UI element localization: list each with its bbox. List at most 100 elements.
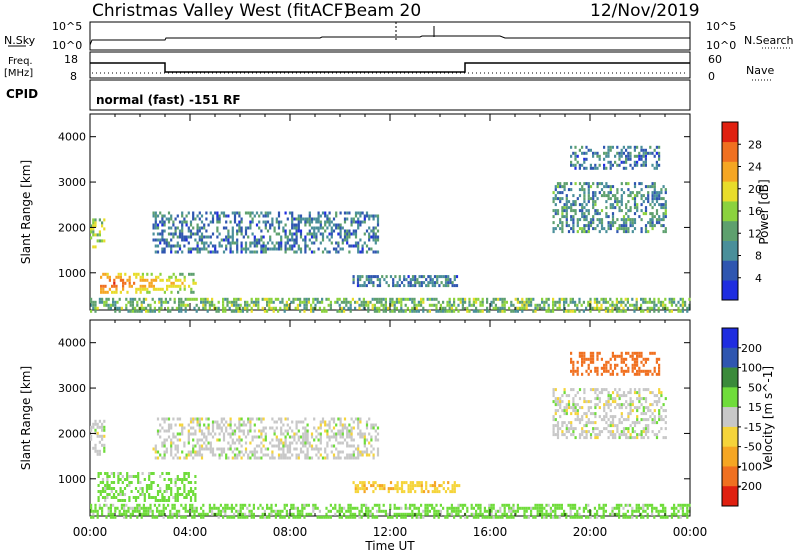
data-cell xyxy=(121,475,124,478)
data-cell xyxy=(348,211,351,215)
data-cell xyxy=(257,303,260,307)
data-cell xyxy=(92,512,95,516)
data-cell xyxy=(633,309,636,313)
data-cell xyxy=(203,432,206,436)
data-cell xyxy=(218,453,221,457)
data-cell xyxy=(233,515,236,519)
data-cell xyxy=(657,300,660,304)
data-cell xyxy=(356,281,360,285)
data-cell xyxy=(284,250,287,254)
data-cell xyxy=(384,309,387,313)
data-cell xyxy=(609,148,612,152)
data-cell xyxy=(117,275,120,279)
data-cell xyxy=(352,220,355,224)
data-cell xyxy=(183,478,186,481)
data-cell xyxy=(614,221,617,225)
data-cell xyxy=(633,357,636,361)
data-cell xyxy=(497,515,500,519)
data-cell xyxy=(574,515,577,519)
data-cell xyxy=(644,433,648,437)
data-cell xyxy=(444,281,448,285)
data-cell xyxy=(618,224,621,228)
data-cell xyxy=(611,424,615,428)
data-cell xyxy=(174,435,177,439)
data-cell xyxy=(581,357,584,361)
data-cell xyxy=(631,400,634,404)
data-cell xyxy=(686,503,689,507)
data-cell xyxy=(556,503,559,507)
data-cell xyxy=(466,309,469,313)
data-cell xyxy=(420,503,423,507)
data-cell xyxy=(357,247,360,251)
data-cell xyxy=(269,456,272,460)
data-cell xyxy=(319,214,322,218)
data-cell xyxy=(262,244,265,248)
data-cell xyxy=(337,244,340,248)
data-cell xyxy=(563,215,566,219)
data-cell xyxy=(361,453,364,457)
data-cell xyxy=(183,426,186,430)
data-cell xyxy=(216,220,219,224)
data-cell xyxy=(587,366,590,370)
data-cell xyxy=(444,306,447,310)
data-cell xyxy=(211,512,214,516)
data-cell xyxy=(231,226,234,230)
data-cell xyxy=(581,363,584,367)
data-cell xyxy=(187,211,190,215)
data-cell xyxy=(335,447,338,451)
data-cell xyxy=(121,490,124,493)
data-cell xyxy=(581,418,584,422)
data-cell xyxy=(149,306,152,310)
data-cell xyxy=(611,163,614,167)
data-cell xyxy=(501,309,504,313)
data-cell xyxy=(365,453,369,457)
data-cell xyxy=(572,215,575,219)
data-cell xyxy=(348,229,351,233)
data-cell xyxy=(131,512,134,516)
data-cell xyxy=(148,475,151,478)
data-cell xyxy=(633,185,637,189)
data-cell xyxy=(125,297,128,301)
data-cell xyxy=(372,238,375,242)
data-cell xyxy=(187,247,190,251)
data-cell xyxy=(101,437,104,441)
noise-search-label: N.Search xyxy=(744,34,794,47)
data-cell xyxy=(516,309,519,313)
data-cell xyxy=(662,300,665,304)
data-cell xyxy=(403,481,406,485)
data-cell xyxy=(306,435,309,439)
data-cell xyxy=(261,506,264,510)
data-cell xyxy=(596,351,599,355)
data-cell xyxy=(554,409,557,413)
data-cell xyxy=(494,303,497,307)
data-cell xyxy=(244,503,247,507)
data-cell xyxy=(365,303,368,307)
data-cell xyxy=(299,420,303,424)
data-cell xyxy=(152,481,155,484)
data-cell xyxy=(438,490,441,494)
data-cell xyxy=(152,472,155,475)
data-cell xyxy=(288,238,292,242)
data-cell xyxy=(167,300,170,304)
data-cell xyxy=(341,441,344,445)
data-cell xyxy=(642,397,645,401)
data-cell xyxy=(592,154,595,158)
data-cell xyxy=(325,512,328,516)
data-cell xyxy=(136,503,139,507)
data-cell xyxy=(556,306,559,310)
data-cell xyxy=(592,351,595,355)
data-cell xyxy=(497,297,500,301)
data-cell xyxy=(335,423,338,427)
data-cell xyxy=(326,423,329,427)
data-cell xyxy=(510,303,513,307)
data-cell xyxy=(607,227,610,231)
data-cell xyxy=(490,512,493,516)
data-cell xyxy=(383,484,386,488)
data-cell xyxy=(150,481,153,484)
data-cell xyxy=(324,456,327,460)
data-cell xyxy=(346,217,349,221)
data-cell xyxy=(182,303,185,307)
data-cell xyxy=(304,438,307,442)
data-cell xyxy=(150,272,153,276)
data-cell xyxy=(153,515,156,519)
